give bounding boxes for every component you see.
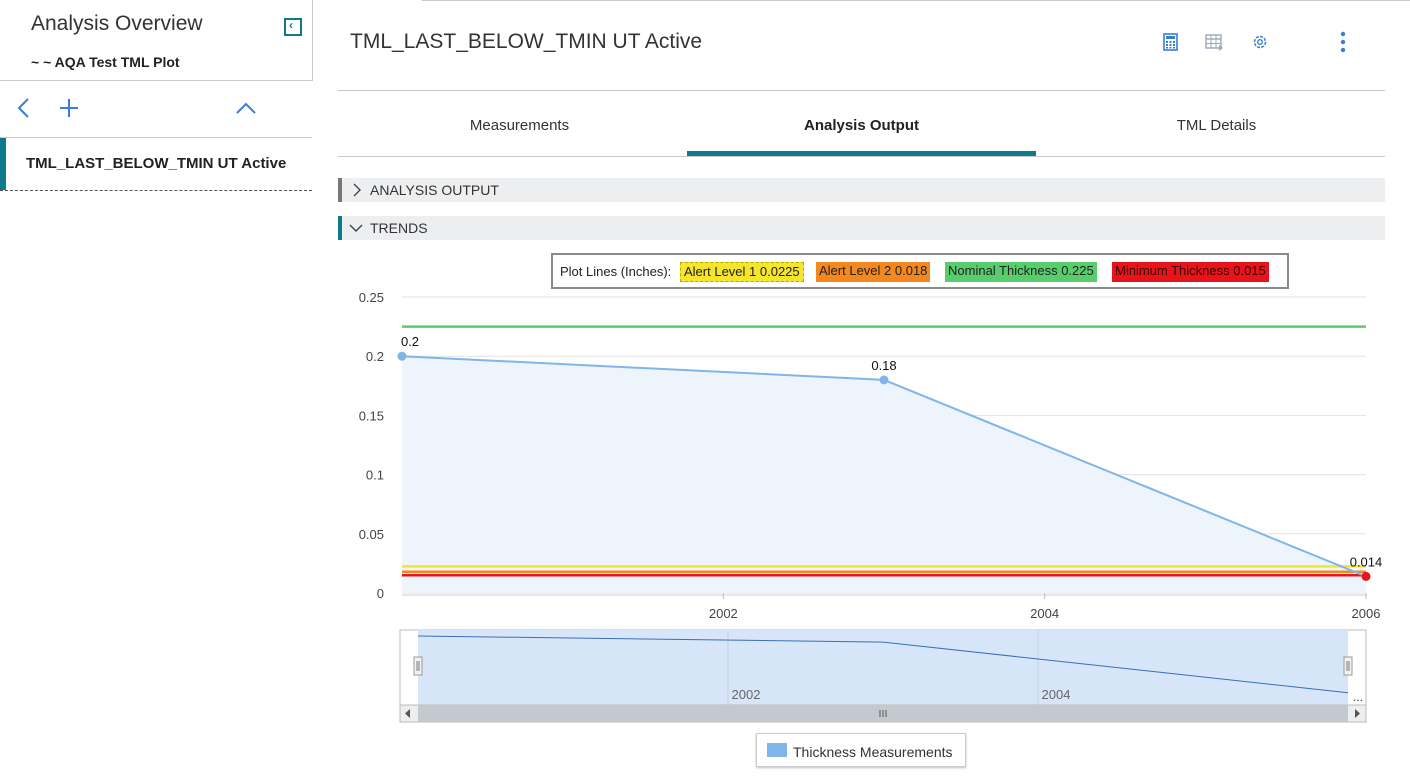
- legend-swatch: [767, 743, 787, 757]
- more-vertical-icon[interactable]: [1338, 31, 1348, 53]
- navigator-tick-label: 2004: [1042, 687, 1071, 702]
- alert-level-2-badge: Alert Level 2 0.018: [816, 262, 931, 282]
- tree-item-label: TML_LAST_BELOW_TMIN UT Active: [26, 155, 287, 172]
- data-point: [397, 351, 407, 361]
- chevron-left-icon[interactable]: [14, 97, 34, 119]
- section-left-bar: [338, 216, 342, 240]
- plot-lines-label: Plot Lines (Inches):: [560, 264, 672, 279]
- selection-indicator: [0, 138, 6, 190]
- tab-label: TML Details: [1176, 117, 1257, 134]
- table-icon[interactable]: [1205, 33, 1225, 51]
- alert-level-1-badge: Alert Level 1 0.0225: [680, 262, 804, 282]
- gear-icon[interactable]: [1251, 33, 1269, 51]
- x-tick-label: 2002: [709, 606, 738, 621]
- data-label: 0.18: [871, 358, 896, 373]
- section-title: ANALYSIS OUTPUT: [370, 182, 499, 198]
- left-panel-header: Analysis Overview ‹ ~ ~ AQA Test TML Plo…: [0, 0, 313, 81]
- data-point: [879, 375, 889, 385]
- tab-measurements[interactable]: Measurements: [345, 104, 694, 156]
- trend-chart: 0.2 0.18 0.014 0 0.05 0.1 0.15 0.2 0.25 2002 200…: [359, 290, 1383, 723]
- calculator-icon[interactable]: [1162, 33, 1180, 51]
- navigator-end-label: ...: [1353, 690, 1363, 704]
- plus-icon[interactable]: [58, 97, 80, 119]
- plot-lines-legend: Plot Lines (Inches): Alert Level 1 0.022…: [551, 253, 1289, 289]
- data-label: 0.014: [1350, 554, 1383, 569]
- header-divider: [338, 90, 1385, 91]
- data-point: [1361, 571, 1371, 581]
- navigator-right-handle[interactable]: [1343, 656, 1353, 676]
- y-tick-label: 0.05: [359, 527, 384, 542]
- x-tick-label: 2004: [1030, 606, 1059, 621]
- section-analysis-output[interactable]: ANALYSIS OUTPUT: [338, 178, 1385, 202]
- y-tick-label: 0.2: [366, 349, 384, 364]
- collapse-panel-icon[interactable]: ‹: [284, 18, 302, 36]
- tabs-divider: [338, 156, 1385, 157]
- tab-label: Analysis Output: [803, 117, 919, 134]
- chevron-up-icon[interactable]: [235, 99, 257, 117]
- navigator-left-handle[interactable]: [413, 656, 423, 676]
- data-label: 0.2: [401, 334, 419, 349]
- scroll-left-arrow-icon[interactable]: [405, 709, 410, 718]
- left-toolbar: [0, 81, 312, 138]
- y-tick-label: 0.25: [359, 290, 384, 305]
- series-area: [402, 356, 1366, 593]
- section-left-bar: [338, 178, 342, 202]
- y-tick-label: 0.15: [359, 408, 384, 423]
- navigator-series-line: [417, 635, 1349, 694]
- section-trends[interactable]: TRENDS: [338, 216, 1385, 240]
- navigator-selection: [418, 630, 1348, 705]
- section-title: TRENDS: [370, 220, 428, 236]
- minimum-thickness-badge: Minimum Thickness 0.015: [1112, 262, 1269, 282]
- x-tick-label: 2006: [1352, 606, 1381, 621]
- legend-label: Thickness Measurements: [793, 744, 953, 760]
- page-title: TML_LAST_BELOW_TMIN UT Active: [350, 30, 703, 53]
- nominal-thickness-badge: Nominal Thickness 0.225: [945, 262, 1097, 282]
- panel-title: Analysis Overview: [31, 12, 203, 35]
- y-tick-label: 0.1: [366, 468, 384, 483]
- chart-legend[interactable]: Thickness Measurements: [756, 733, 966, 767]
- scroll-right-arrow-icon[interactable]: [1355, 709, 1360, 718]
- chevron-down-icon: [349, 224, 363, 232]
- active-tab-underline: [687, 151, 1036, 156]
- top-border: [422, 0, 1410, 1]
- tree-item-tml[interactable]: TML_LAST_BELOW_TMIN UT Active: [0, 138, 312, 191]
- navigator-tick-label: 2002: [732, 687, 761, 702]
- y-tick-label: 0: [377, 586, 384, 601]
- panel-subtitle: ~ ~ AQA Test TML Plot: [31, 54, 180, 70]
- tab-label: Measurements: [469, 117, 570, 134]
- tab-analysis-output[interactable]: Analysis Output: [687, 104, 1036, 156]
- chevron-right-icon: [353, 183, 361, 197]
- tab-tml-details[interactable]: TML Details: [1042, 104, 1391, 156]
